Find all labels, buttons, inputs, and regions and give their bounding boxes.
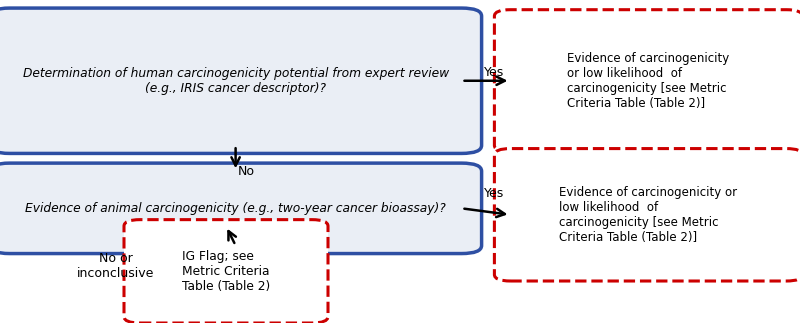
FancyBboxPatch shape bbox=[494, 149, 800, 281]
FancyBboxPatch shape bbox=[124, 220, 328, 323]
Text: Yes: Yes bbox=[483, 66, 504, 79]
Text: Determination of human carcinogenicity potential from expert review
(e.g., IRIS : Determination of human carcinogenicity p… bbox=[22, 67, 449, 95]
Text: IG Flag; see
Metric Criteria
Table (Table 2): IG Flag; see Metric Criteria Table (Tabl… bbox=[182, 250, 270, 293]
FancyBboxPatch shape bbox=[0, 163, 482, 254]
FancyBboxPatch shape bbox=[0, 8, 482, 153]
Text: Evidence of carcinogenicity
or low likelihood  of
carcinogenicity [see Metric
Cr: Evidence of carcinogenicity or low likel… bbox=[567, 52, 730, 110]
Text: Yes: Yes bbox=[483, 187, 504, 200]
Text: Evidence of carcinogenicity or
low likelihood  of
carcinogenicity [see Metric
Cr: Evidence of carcinogenicity or low likel… bbox=[559, 186, 738, 244]
Text: No: No bbox=[238, 165, 255, 178]
Text: Evidence of animal carcinogenicity (e.g., two-year cancer bioassay)?: Evidence of animal carcinogenicity (e.g.… bbox=[26, 202, 446, 215]
Text: No or
inconclusive: No or inconclusive bbox=[78, 253, 154, 280]
FancyBboxPatch shape bbox=[494, 10, 800, 152]
